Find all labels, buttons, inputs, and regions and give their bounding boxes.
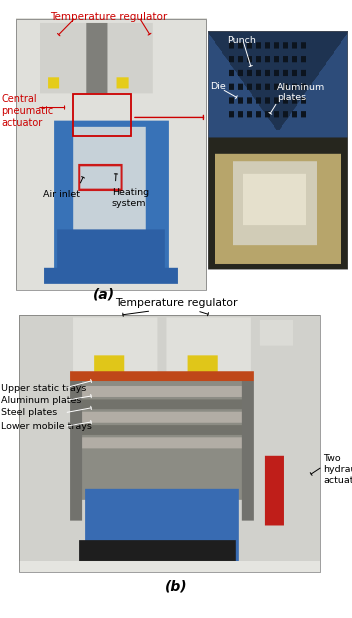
Text: Punch: Punch [227,36,256,45]
Text: Temperature regulator: Temperature regulator [50,12,168,22]
Bar [73,94,131,136]
Text: Heating
system: Heating system [112,188,149,208]
Text: Lower mobile trays: Lower mobile trays [1,422,92,431]
Text: (b): (b) [165,579,187,593]
Bar [208,31,347,269]
Text: Aluminum plates: Aluminum plates [1,396,81,405]
Text: Two
hydraulic
actuators: Two hydraulic actuators [323,454,352,485]
Text: Aluminum
plates: Aluminum plates [277,83,326,103]
Bar [16,19,206,290]
Text: Air inlet: Air inlet [43,190,80,200]
Text: Steel plates: Steel plates [1,408,57,417]
Text: Upper static trays: Upper static trays [1,384,87,392]
Text: Temperature regulator: Temperature regulator [115,298,237,308]
Bar [19,315,320,572]
Text: (a): (a) [93,287,115,302]
Text: Die: Die [210,82,226,91]
Text: Central
pneumatic
actuator: Central pneumatic actuator [1,94,53,129]
